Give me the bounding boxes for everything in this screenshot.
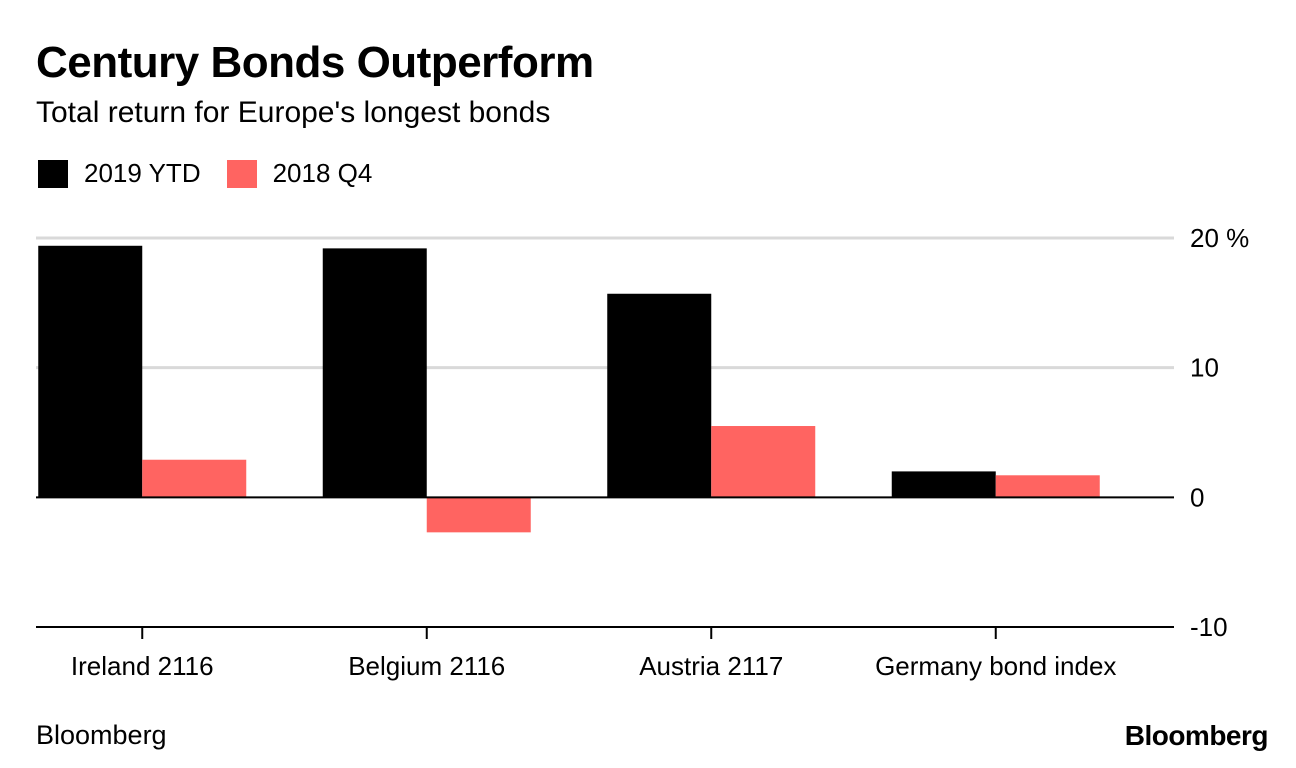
legend-item-2018-q4: 2018 Q4: [226, 158, 373, 189]
source-label: Bloomberg: [36, 720, 167, 750]
chart-title: Century Bonds Outperform: [36, 38, 594, 87]
x-tick-label: Ireland 2116: [71, 651, 214, 681]
bar-2018-q4: [711, 426, 816, 498]
bar-2019-ytd: [607, 293, 712, 498]
bloomberg-logo: Bloomberg: [1124, 720, 1269, 751]
y-tick-label: -10: [1190, 612, 1228, 642]
legend-label-2018-q4: 2018 Q4: [272, 158, 373, 188]
legend-label-2019-ytd: 2019 YTD: [84, 158, 201, 188]
bar-2018-q4: [995, 475, 1100, 498]
bar-2019-ytd: [322, 248, 427, 498]
bar-2018-q4: [142, 459, 247, 498]
y-tick-label: 0: [1190, 482, 1204, 512]
bar-2019-ytd: [38, 245, 143, 498]
y-tick-label: 10: [1190, 353, 1219, 383]
x-tick-label: Germany bond index: [875, 651, 1116, 681]
bar-2018-q4: [426, 497, 531, 533]
legend-swatch-2019-ytd: [38, 159, 68, 188]
x-tick-label: Austria 2117: [639, 651, 783, 681]
x-tick-label: Belgium 2116: [348, 651, 505, 681]
bar-2019-ytd: [891, 471, 996, 498]
chart-subtitle: Total return for Europe's longest bonds: [36, 96, 551, 129]
legend: 2019 YTD 2018 Q4: [38, 158, 398, 189]
y-tick-label: 20 %: [1190, 223, 1249, 253]
legend-item-2019-ytd: 2019 YTD: [38, 158, 201, 189]
legend-swatch-2018-q4: [226, 159, 257, 188]
